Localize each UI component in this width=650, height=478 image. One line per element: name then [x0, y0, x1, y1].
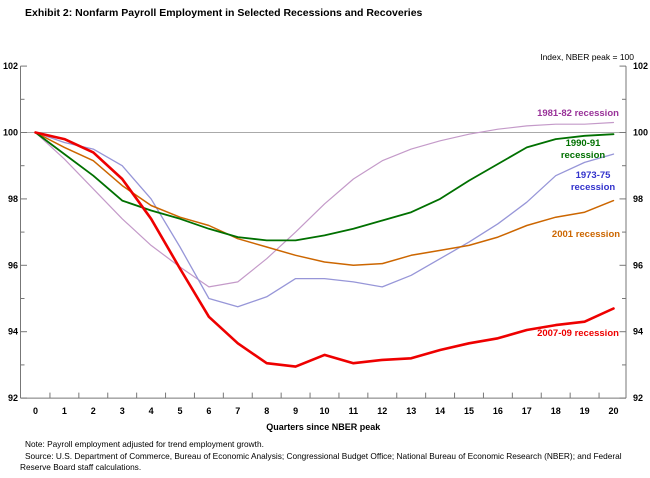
x-tick-label: 7 — [235, 406, 240, 416]
footnote-source: Source: U.S. Department of Commerce, Bur… — [20, 450, 622, 473]
y-tick-label-left: 98 — [8, 194, 18, 204]
x-tick-label: 11 — [349, 406, 359, 416]
series-label-1990-91-recession: recession — [561, 150, 606, 161]
series-line-1981-82-recession — [34, 121, 615, 288]
x-tick-label: 9 — [293, 406, 298, 416]
x-tick-label: 17 — [522, 406, 532, 416]
y-tick-label-left: 102 — [3, 61, 18, 71]
x-tick-label: 1 — [62, 406, 67, 416]
series-line-1973-75-recession — [34, 131, 615, 308]
series-line-2007-09-recession — [34, 131, 615, 368]
y-tick-label-right: 102 — [633, 61, 648, 71]
x-axis-title: Quarters since NBER peak — [266, 422, 381, 432]
x-tick-label: 18 — [551, 406, 561, 416]
y-tick-label-left: 100 — [3, 128, 18, 138]
x-tick-label: 16 — [493, 406, 503, 416]
x-tick-label: 3 — [120, 406, 125, 416]
x-tick-label: 14 — [435, 406, 445, 416]
y-tick-label-right: 94 — [633, 327, 643, 337]
footnote-note: Note: Payroll employment adjusted for tr… — [25, 439, 264, 449]
series-line-2001-recession — [34, 131, 615, 267]
x-tick-label: 19 — [580, 406, 590, 416]
x-tick-label: 15 — [464, 406, 474, 416]
y-tick-label-right: 92 — [633, 393, 643, 403]
series-label-1990-91-recession: 1990-91 — [566, 138, 602, 149]
series-label-1973-75-recession: recession — [571, 182, 616, 193]
series-label-2007-09-recession: 2007-09 recession — [537, 328, 619, 339]
x-tick-label: 20 — [608, 406, 618, 416]
series-label-2001-recession: 2001 recession — [552, 229, 620, 240]
series-label-1973-75-recession: 1973-75 — [576, 170, 612, 181]
y-tick-label-right: 98 — [633, 194, 643, 204]
x-tick-label: 4 — [149, 406, 154, 416]
y-tick-label-left: 92 — [8, 393, 18, 403]
y-tick-label-right: 96 — [633, 260, 643, 270]
x-tick-label: 13 — [406, 406, 416, 416]
series-line-1990-91-recession — [34, 131, 615, 242]
y-tick-label-left: 94 — [8, 327, 18, 337]
x-tick-label: 8 — [264, 406, 269, 416]
footnotes: Note: Payroll employment adjusted for tr… — [20, 439, 626, 474]
x-tick-label: 6 — [206, 406, 211, 416]
y-tick-label-left: 96 — [8, 260, 18, 270]
x-tick-label: 5 — [177, 406, 182, 416]
x-tick-label: 12 — [377, 406, 387, 416]
chart-title: Exhibit 2: Nonfarm Payroll Employment in… — [25, 7, 423, 19]
x-tick-label: 0 — [33, 406, 38, 416]
axis-unit-note: Index, NBER peak = 100 — [540, 52, 634, 62]
y-tick-label-right: 100 — [633, 128, 648, 138]
x-tick-label: 2 — [91, 406, 96, 416]
series-label-1981-82-recession: 1981-82 recession — [537, 108, 619, 119]
x-tick-label: 10 — [319, 406, 329, 416]
